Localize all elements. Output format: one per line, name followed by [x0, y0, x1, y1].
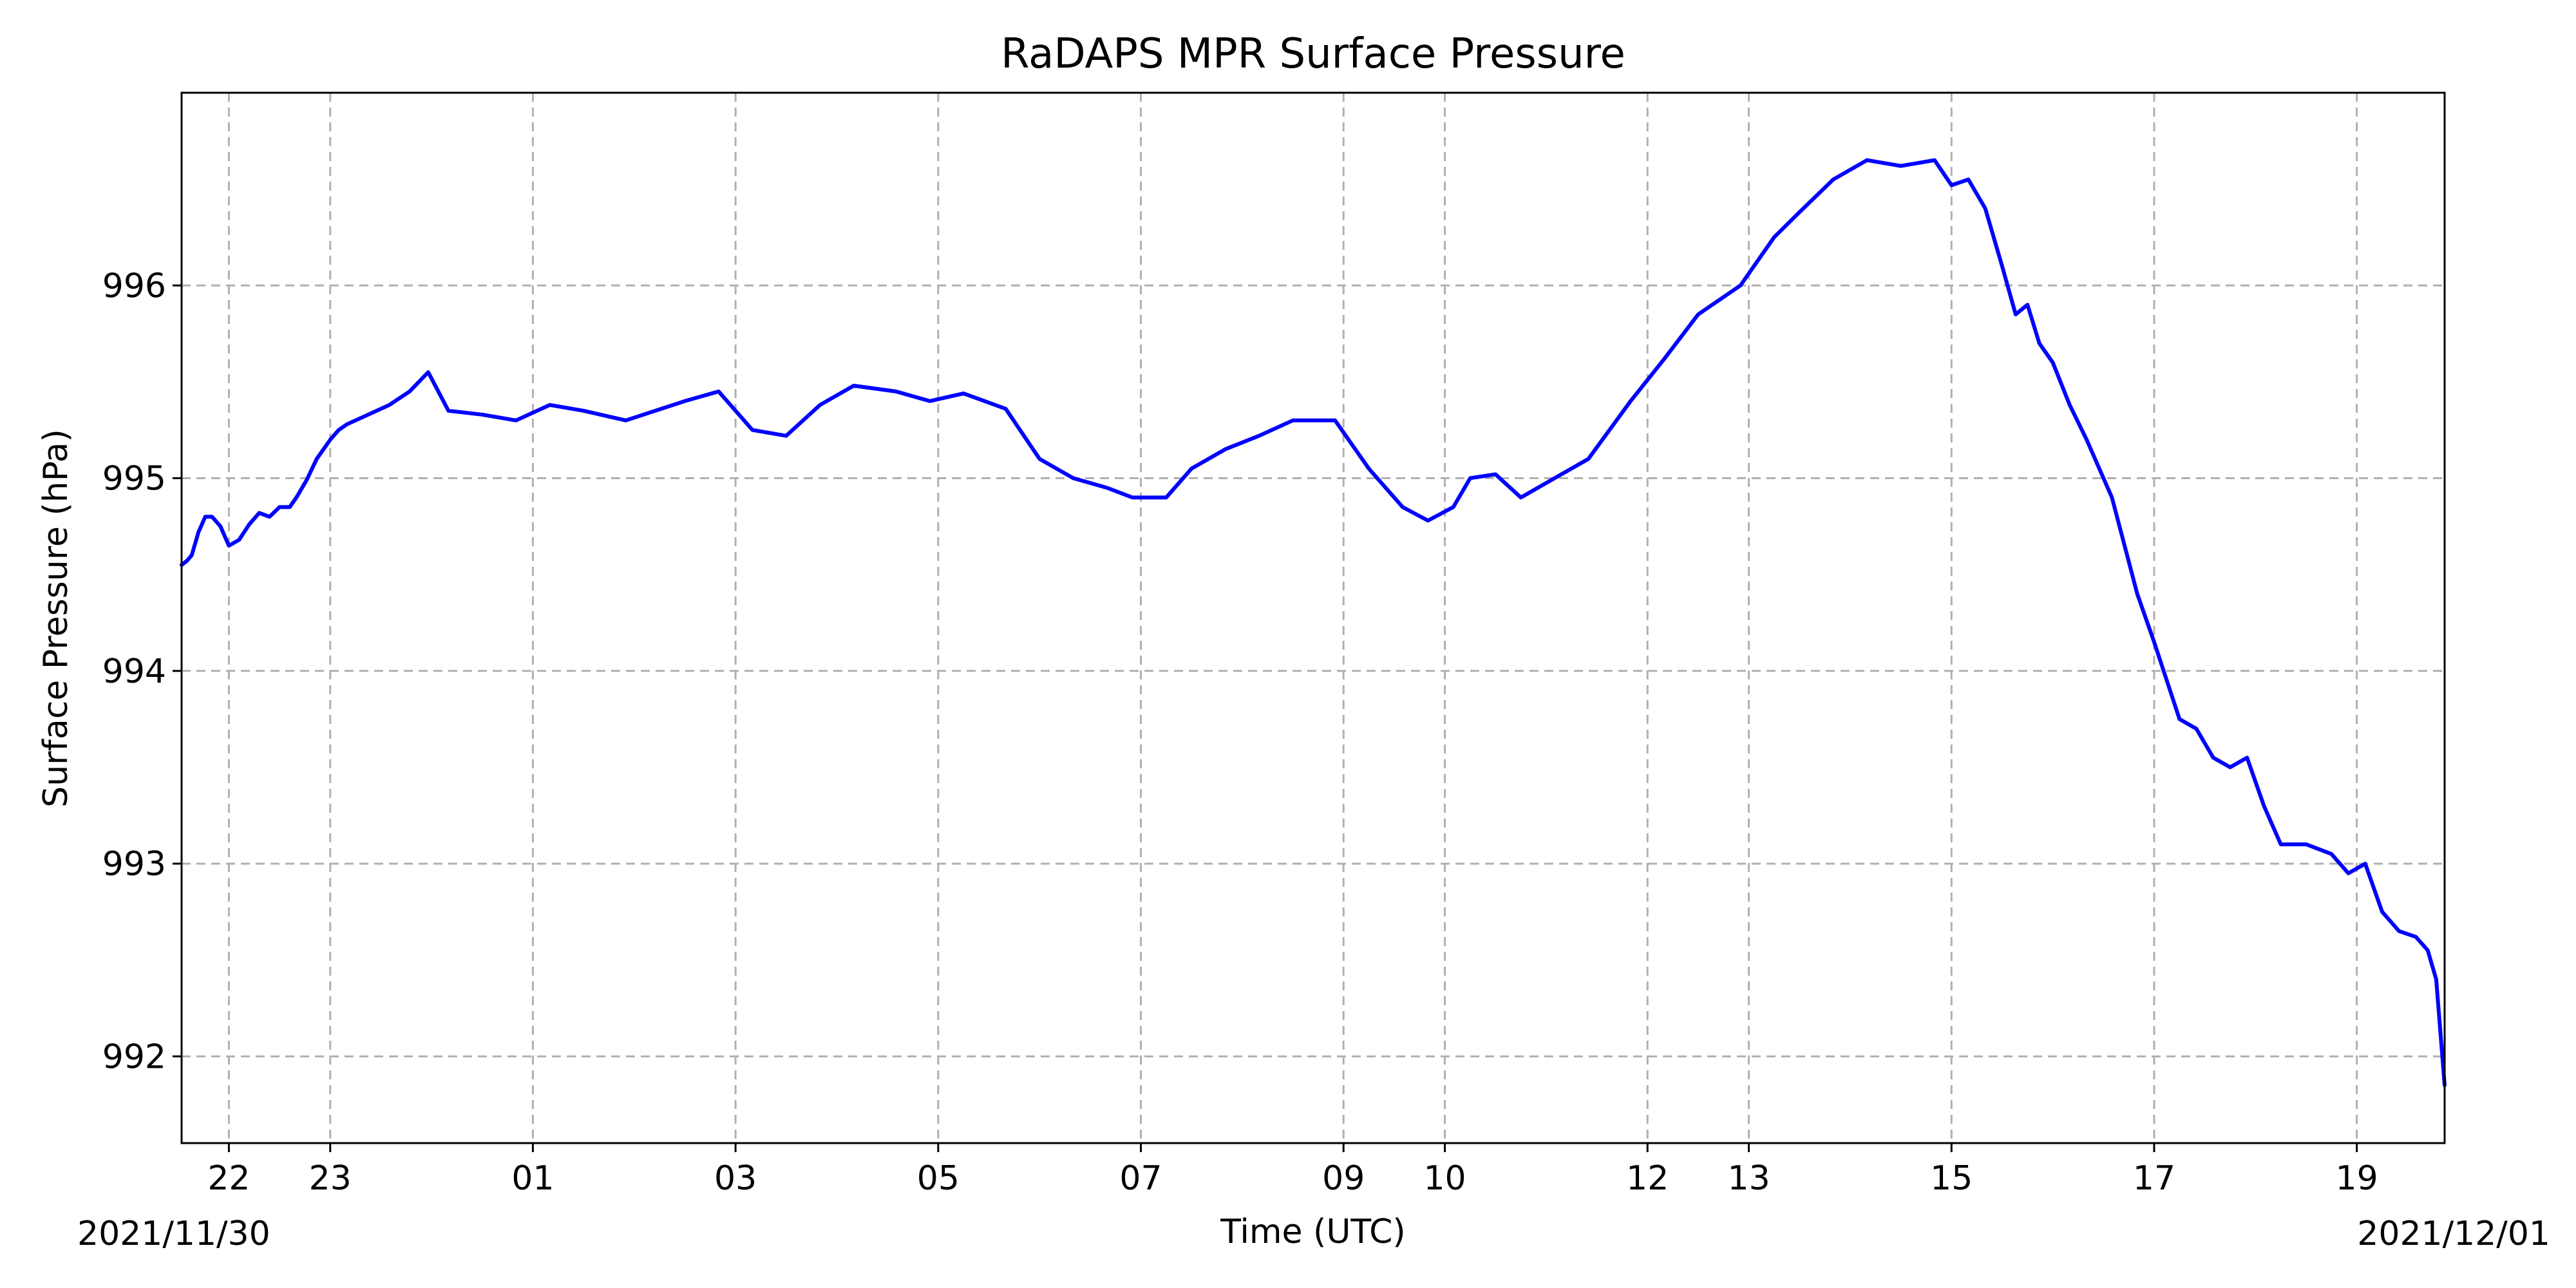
chart-title: RaDAPS MPR Surface Pressure	[1001, 30, 1625, 78]
x-tick-label: 01	[511, 1159, 554, 1198]
x-tick-label: 09	[1322, 1159, 1365, 1198]
x-tick-label: 12	[1626, 1159, 1669, 1198]
y-tick-label: 992	[102, 1037, 166, 1076]
y-tick-label: 996	[102, 267, 166, 305]
pressure-series-line	[180, 158, 2447, 1088]
x-tick-label: 03	[714, 1159, 757, 1198]
y-tick-label: 993	[102, 845, 166, 884]
grid-lines	[182, 93, 2445, 1143]
x-tick-label: 13	[1727, 1159, 1770, 1198]
x-axis-label: Time (UTC)	[1220, 1213, 1405, 1251]
date-start-label: 2021/11/30	[77, 1215, 270, 1253]
x-tick-label: 19	[2336, 1159, 2378, 1198]
date-end-label: 2021/12/01	[2357, 1215, 2550, 1253]
y-tick-label: 995	[102, 460, 166, 498]
x-tick-label: 10	[1423, 1159, 1466, 1198]
x-tick-label: 15	[1930, 1159, 1973, 1198]
plot-frame	[180, 91, 2446, 1144]
series-layer	[180, 158, 2447, 1088]
x-tick-label: 22	[207, 1159, 250, 1198]
x-tick-label: 07	[1119, 1159, 1162, 1198]
axis-ticks: 22 23 01 03 05 07 09 10 12 13 15 17 19 992 993 994 995 99…	[102, 267, 2378, 1198]
x-tick-label: 05	[917, 1159, 960, 1198]
y-tick-label: 994	[102, 652, 166, 691]
y-axis-label: Surface Pressure (hPa)	[37, 429, 75, 808]
x-tick-label: 17	[2133, 1159, 2175, 1198]
x-tick-label: 23	[309, 1159, 352, 1198]
